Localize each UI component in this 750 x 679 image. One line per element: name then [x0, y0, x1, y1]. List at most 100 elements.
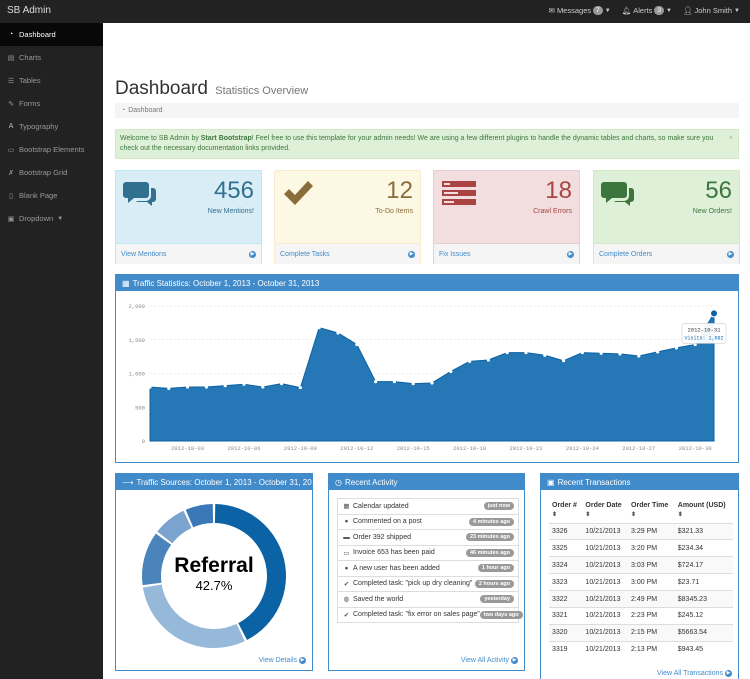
- sidebar: ◔ Dashboard ▤ Charts ☰ Tables ✎ Forms A …: [0, 23, 103, 679]
- close-icon[interactable]: ×: [728, 135, 733, 142]
- x-tick-label: 2012-10-27: [622, 445, 655, 452]
- table-row[interactable]: 3320 10/21/2013 2:15 PM $5663.54: [549, 623, 733, 642]
- activity-item[interactable]: ▭ Invoice 653 has been paid 46 minutes ago: [337, 544, 519, 561]
- breadcrumb-item[interactable]: Dashboard: [128, 107, 163, 114]
- sidebar-item-charts[interactable]: ▤ Charts: [0, 46, 103, 69]
- table-row[interactable]: 3326 10/21/2013 3:29 PM $321.33: [549, 522, 733, 540]
- table-cell: 10/21/2013: [582, 606, 629, 625]
- todo-count: 12: [386, 177, 413, 204]
- x-tick-label: 2012-10-03: [171, 445, 204, 452]
- activity-time-badge: yesterday: [480, 595, 514, 604]
- donut-slice[interactable]: [185, 504, 214, 528]
- tooltip-date: 2012-10-31: [687, 326, 721, 333]
- column-header[interactable]: Amount (USD) ⬍: [674, 498, 733, 524]
- user-icon: 👤︎: [682, 6, 693, 15]
- alert-link[interactable]: Start Bootstrap: [200, 135, 252, 142]
- comments-icon: [123, 182, 156, 206]
- activity-item[interactable]: ▦ Calendar updated just now: [337, 498, 519, 515]
- arrow-circle-right-icon: ▶: [567, 250, 574, 258]
- activity-item[interactable]: ✔ Completed task: "pick up dry cleaning" 2…: [337, 575, 519, 592]
- panel-title: Recent Activity: [344, 477, 398, 487]
- mentions-label: New Mentions!: [207, 208, 254, 215]
- view-all-activity-link[interactable]: View All Activity ▶: [461, 657, 518, 664]
- fix-issues-link[interactable]: Fix Issues ▶: [434, 243, 579, 264]
- data-point: [204, 385, 208, 389]
- donut-slice[interactable]: [142, 584, 245, 649]
- data-point: [261, 385, 265, 389]
- table-row[interactable]: 3319 10/21/2013 2:13 PM $943.45: [549, 640, 733, 659]
- activity-item[interactable]: ▬ Order 392 shipped 23 minutes ago: [337, 529, 519, 546]
- activity-item[interactable]: ● A new user has been added 1 hour ago: [337, 560, 519, 577]
- brand-logo[interactable]: SB Admin: [7, 5, 51, 16]
- sidebar-item-tables[interactable]: ☰ Tables: [0, 69, 103, 92]
- chart-tooltip: [681, 323, 727, 344]
- desktop-icon: ▭: [7, 146, 15, 154]
- sidebar-item-bootstrap-grid[interactable]: ✗ Bootstrap Grid: [0, 161, 103, 184]
- panel-heading: ◷ Recent Activity: [329, 474, 524, 490]
- globe-icon: ◍: [343, 596, 350, 604]
- activity-list: ▦ Calendar updated just now ● Commented on a…: [337, 498, 523, 623]
- table-cell: 2:13 PM: [628, 640, 675, 659]
- activity-text: Completed task: "fix error on sales page…: [353, 611, 480, 619]
- view-details-link[interactable]: View Details ▶: [259, 657, 306, 664]
- donut-slice[interactable]: [157, 510, 192, 544]
- data-point: [298, 386, 302, 390]
- panel-title: Recent Transactions: [557, 477, 631, 487]
- table-row[interactable]: 3321 10/21/2013 2:23 PM $245.12: [549, 606, 733, 625]
- activity-time-badge: just now: [483, 502, 514, 511]
- table-row[interactable]: 3324 10/21/2013 3:03 PM $724.17: [549, 556, 733, 574]
- complete-tasks-link[interactable]: Complete Tasks ▶: [275, 243, 420, 264]
- column-header[interactable]: Order # ⬍: [549, 498, 583, 524]
- table-row[interactable]: 3325 10/21/2013 3:20 PM $234.34: [549, 539, 733, 557]
- activity-item[interactable]: ● Commented on a post 4 minutes ago: [337, 513, 519, 530]
- check-icon: ✔: [343, 611, 350, 619]
- sidebar-item-dashboard[interactable]: ◔ Dashboard: [0, 23, 103, 46]
- table-row[interactable]: 3322 10/21/2013 2:49 PM $8345.23: [549, 590, 733, 608]
- sidebar-item-forms[interactable]: ✎ Forms: [0, 92, 103, 115]
- view-all-transactions-link[interactable]: View All Transactions ▶: [657, 670, 732, 677]
- table-cell: 10/21/2013: [582, 522, 629, 540]
- dashboard-icon: ◔: [8, 31, 14, 38]
- dashboard-icon: ◔: [121, 107, 126, 114]
- traffic-statistics-panel: ▦ Traffic Statistics: October 1, 2013 - …: [115, 274, 739, 463]
- view-mentions-link[interactable]: View Mentions ▶: [116, 243, 261, 264]
- column-header[interactable]: Order Date ⬍: [582, 498, 629, 524]
- sidebar-item-dropdown[interactable]: ▣ Dropdown ▼: [0, 207, 103, 230]
- arrow-circle-right-icon: ▶: [511, 657, 518, 664]
- orders-count: 56: [705, 177, 732, 204]
- user-dropdown[interactable]: 👤︎ John Smith ▼: [683, 6, 740, 15]
- alerts-dropdown[interactable]: 🔔︎ Alerts 3 ▼: [622, 6, 672, 15]
- activity-item[interactable]: ✔ Completed task: "fix error on sales pag…: [337, 606, 523, 623]
- complete-orders-link[interactable]: Complete Orders ▶: [594, 243, 739, 264]
- chart-icon: ▦: [122, 278, 130, 288]
- table-cell: 3325: [549, 539, 583, 557]
- data-point: [430, 381, 434, 385]
- stat-panel-errors: 18 Crawl Errors Fix Issues ▶: [433, 170, 580, 264]
- caret-square-icon: ▣: [7, 215, 15, 223]
- activity-item[interactable]: ◍ Saved the world yesterday: [337, 591, 519, 608]
- traffic-area-chart[interactable]: 0 500 1,000 1,500 2,000 2012-10-03 2012-10-06 2…: [116, 291, 738, 462]
- column-header[interactable]: Order Time ⬍: [628, 498, 675, 524]
- sort-icon: ⬍: [631, 512, 637, 518]
- activity-text: Completed task: "pick up dry cleaning": [353, 580, 473, 588]
- sidebar-item-bootstrap-elements[interactable]: ▭ Bootstrap Elements: [0, 138, 103, 161]
- y-tick-label: 2,000: [128, 303, 145, 310]
- activity-time-badge: 4 minutes ago: [469, 517, 514, 526]
- check-icon: [284, 181, 313, 205]
- table-cell: $23.71: [674, 573, 733, 591]
- page-subtitle: Statistics Overview: [215, 85, 309, 97]
- table-row[interactable]: 3323 10/21/2013 3:00 PM $23.71: [549, 573, 733, 591]
- sidebar-item-blank-page[interactable]: ▯ Blank Page: [0, 184, 103, 207]
- sidebar-item-label: Dashboard: [19, 30, 56, 39]
- recent-activity-panel: ◷ Recent Activity ▦ Calendar updated just …: [328, 473, 525, 671]
- envelope-icon: ✉: [548, 6, 555, 15]
- donut-slice[interactable]: [214, 504, 286, 640]
- donut-slice[interactable]: [142, 533, 172, 586]
- sidebar-item-typography[interactable]: A Typography: [0, 115, 103, 138]
- messages-dropdown[interactable]: ✉ Messages 7 ▼: [549, 6, 611, 15]
- check-icon: ✔: [343, 580, 350, 588]
- errors-count: 18: [545, 177, 572, 204]
- data-point: [674, 346, 679, 350]
- table-cell: $321.33: [674, 522, 733, 540]
